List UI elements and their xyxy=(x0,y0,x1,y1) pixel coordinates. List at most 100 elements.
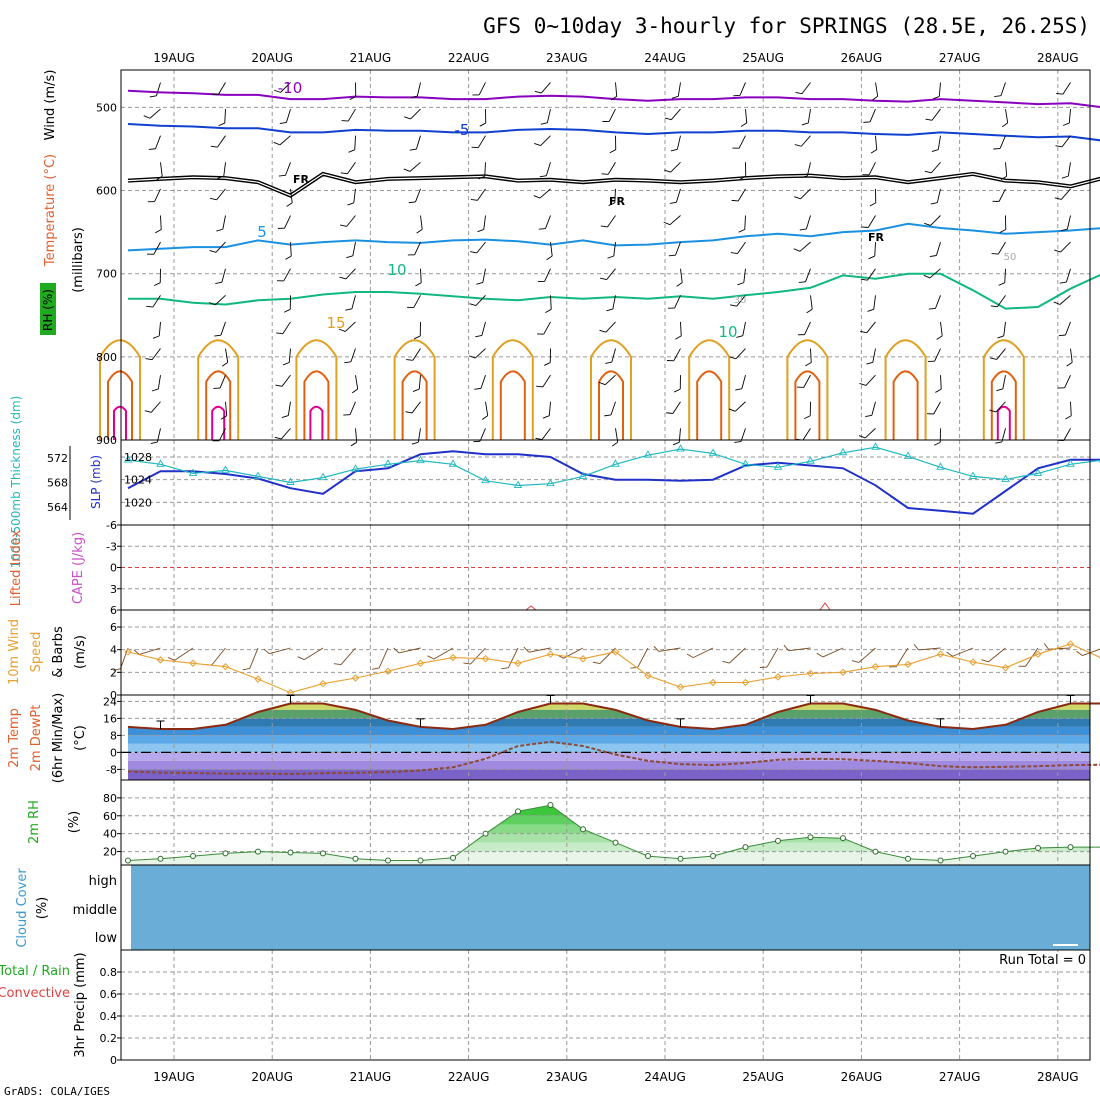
barb-staff xyxy=(249,647,259,669)
rh-point xyxy=(417,857,424,864)
wind-barb xyxy=(211,82,226,95)
barb-staff xyxy=(604,374,616,386)
rh-point xyxy=(385,857,391,864)
wind-barb xyxy=(999,215,1007,234)
dewpoint-line xyxy=(127,740,1100,776)
precip-legend-total: Total / Rain xyxy=(0,964,70,979)
barb-flag xyxy=(736,335,743,338)
wind-barb xyxy=(406,295,421,309)
barb-flag xyxy=(932,96,940,100)
wind-barb xyxy=(416,215,423,234)
barb-staff xyxy=(822,647,844,658)
wind-barb xyxy=(793,241,811,252)
freezing-level-inner xyxy=(127,173,1100,197)
isotherm-25-cell xyxy=(309,405,324,440)
y-tick-label: 4 xyxy=(110,644,117,657)
barb-flag xyxy=(282,362,290,366)
rh-line xyxy=(127,804,1100,862)
thickness-point xyxy=(351,464,360,472)
surface-barb xyxy=(242,647,259,671)
temp-band xyxy=(128,743,1090,753)
wind-speed-point xyxy=(644,672,652,680)
wind-barb xyxy=(282,348,291,366)
barb-flag xyxy=(415,282,422,287)
barb-staff xyxy=(675,188,681,203)
temp-band xyxy=(128,726,1090,736)
rh-point xyxy=(515,808,521,815)
barb-staff xyxy=(607,162,616,175)
barb-flag xyxy=(793,248,801,252)
wind-barb xyxy=(475,321,486,338)
thickness-point xyxy=(1066,459,1075,467)
wind-speed-point xyxy=(741,678,750,687)
rh-point xyxy=(775,837,781,844)
wind-barb xyxy=(147,188,161,203)
wind-barb xyxy=(479,109,487,127)
barb-staff xyxy=(409,161,421,172)
barb-staff xyxy=(930,215,941,226)
surface-barb xyxy=(501,647,519,670)
wind-barb xyxy=(408,188,421,204)
barb-staff xyxy=(1065,321,1071,336)
barb-staff xyxy=(345,268,356,280)
isotherm-15-cell xyxy=(197,339,240,440)
barb-staff xyxy=(470,647,486,665)
barb-flag xyxy=(346,255,353,259)
upper-air-panel: -10 -5 FR 5 10 15 FR FR 10 30 50 500 600 700 800 900 Win… xyxy=(40,69,1100,447)
thickness-point xyxy=(1001,474,1010,482)
surface-barb xyxy=(722,647,746,664)
barb-flag xyxy=(217,175,224,179)
barb-flag xyxy=(297,656,305,661)
thickness-slp-panel: 1020 1024 1028 564 568 572 1000-500mb Thicknes… xyxy=(9,396,1100,568)
wind-barb xyxy=(340,215,356,227)
ylabel-wind10m: Speed xyxy=(29,632,44,673)
y-tick-label: 8 xyxy=(110,729,117,742)
y-tick-label: 0 xyxy=(110,1054,117,1067)
barb-staff xyxy=(1065,268,1071,283)
barb-flag xyxy=(1054,197,1062,200)
barb-staff xyxy=(938,82,941,97)
wind-barb xyxy=(468,348,486,359)
wind-barb xyxy=(869,188,877,207)
barb-staff xyxy=(149,108,161,119)
barb-staff xyxy=(930,161,941,174)
barb-staff xyxy=(1059,294,1071,305)
barb-flag xyxy=(523,646,530,653)
barb-flag xyxy=(935,388,942,393)
wind-barb xyxy=(929,241,941,258)
wind-speed-point xyxy=(774,673,782,681)
barb-staff xyxy=(412,348,421,361)
barb-staff xyxy=(918,647,941,651)
barb-flag xyxy=(869,202,876,207)
barb-flag xyxy=(871,95,878,101)
li-spike xyxy=(819,602,831,611)
date-label: 22AUG xyxy=(448,51,490,65)
thickness-point xyxy=(578,471,588,479)
y-tick-label: 80 xyxy=(103,792,117,805)
wind-barb xyxy=(664,161,681,173)
wind-barb xyxy=(1065,401,1072,420)
surface-barb xyxy=(333,647,356,666)
barb-flag xyxy=(533,195,541,199)
isotherm-15-cell xyxy=(393,339,436,440)
barb-flag xyxy=(481,415,488,420)
barb-flag xyxy=(800,175,808,178)
rh-legend-swatch xyxy=(40,283,56,335)
wind-barb xyxy=(870,135,878,154)
barb-staff xyxy=(280,82,291,93)
isotherm-25-cell xyxy=(211,405,226,440)
barb-staff xyxy=(1048,647,1071,650)
barb-staff xyxy=(160,162,163,177)
barb-flag xyxy=(537,280,545,283)
barb-staff xyxy=(858,647,876,663)
wind-barb xyxy=(538,215,551,230)
wind-barb xyxy=(860,268,876,281)
barb-flag xyxy=(674,388,681,393)
thickness-point xyxy=(838,447,848,456)
wind-barb xyxy=(600,268,616,281)
barb-staff xyxy=(545,215,551,229)
barb-flag xyxy=(150,441,158,445)
barb-staff xyxy=(157,375,161,390)
barb-staff xyxy=(347,162,356,175)
barb-staff xyxy=(485,401,489,416)
